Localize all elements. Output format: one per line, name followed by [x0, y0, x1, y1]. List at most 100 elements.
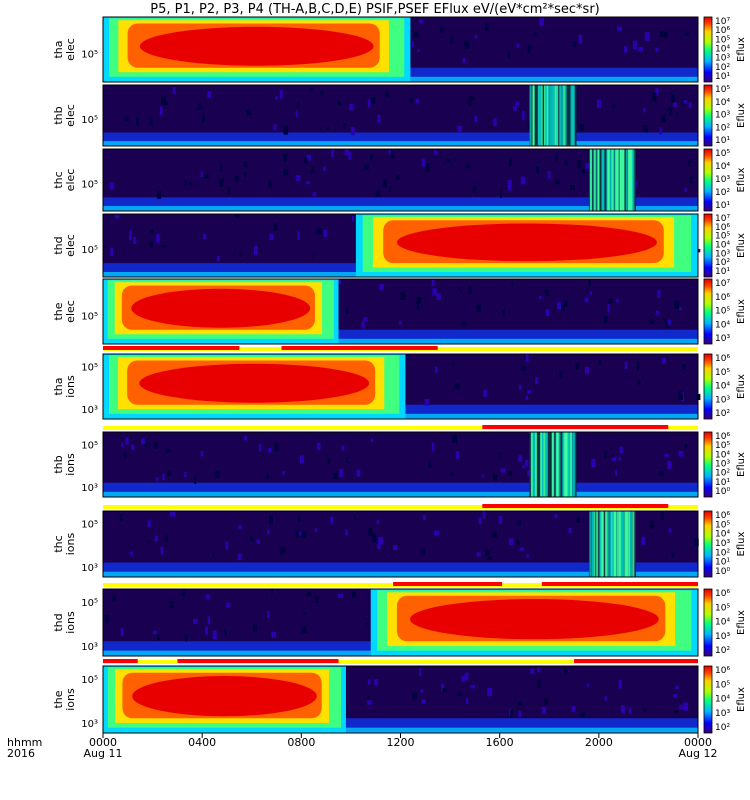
burst-stripe — [548, 85, 551, 146]
noise-cell — [465, 163, 471, 168]
time-tick-label: 1600 — [486, 736, 514, 749]
noise-cell — [659, 127, 662, 135]
noise-cell — [661, 358, 667, 364]
noise-cell — [459, 289, 462, 294]
noise-cell — [525, 354, 529, 362]
noise-cell — [523, 355, 526, 361]
noise-cell — [611, 104, 615, 109]
noise-cell — [492, 474, 498, 482]
colorbar-tick: 10¹ — [715, 558, 730, 568]
noise-cell — [467, 100, 471, 107]
panel-frame — [102, 84, 699, 147]
noise-cell — [156, 233, 160, 243]
noise-cell — [282, 546, 286, 553]
noise-cell — [314, 527, 318, 532]
noise-cell — [323, 229, 327, 238]
noise-cell — [205, 626, 209, 635]
colorbar-tick: 10² — [715, 188, 730, 198]
noise-cell — [673, 102, 677, 108]
noise-cell — [378, 537, 383, 545]
noise-cell — [636, 361, 640, 371]
noise-cell — [226, 186, 230, 195]
burst-stripe — [610, 511, 613, 577]
noise-cell — [275, 96, 278, 100]
mode-bar — [103, 504, 698, 509]
noise-cell — [105, 615, 109, 624]
colorbar — [703, 16, 713, 83]
noise-cell — [431, 442, 435, 452]
time-tick-label: 1200 — [387, 736, 415, 749]
noise-cell — [367, 99, 371, 108]
burst-stripe — [556, 432, 559, 497]
noise-cell — [379, 284, 384, 291]
noise-cell — [225, 541, 229, 550]
noise-cell — [224, 629, 227, 636]
hot-plasma-region — [103, 17, 411, 82]
noise-cell — [393, 545, 398, 551]
noise-cell — [160, 546, 164, 555]
burst-stripe — [529, 85, 532, 146]
panel-ytick: 10⁵ — [81, 245, 98, 256]
noise-cell — [623, 46, 628, 53]
noise-cell — [684, 187, 687, 193]
hot-core — [396, 223, 657, 262]
noise-burst — [588, 511, 637, 577]
noise-cell — [344, 149, 349, 156]
noise-cell — [570, 185, 576, 191]
noise-cell — [385, 91, 390, 98]
panel-species-label: elec — [64, 234, 77, 257]
colorbar — [703, 213, 713, 278]
colorbar-label: Eflux — [736, 531, 747, 556]
noise-cell — [461, 322, 467, 327]
hot-core — [132, 676, 317, 717]
noise-cell — [584, 366, 589, 374]
mode-bar-red — [281, 346, 438, 350]
colorbar-tick: 10³ — [715, 111, 730, 121]
noise-cell — [239, 252, 243, 258]
noise-cell — [425, 163, 430, 172]
panel-species-label: ions — [64, 375, 77, 398]
noise-cell — [157, 190, 161, 199]
burst-stripe — [539, 85, 542, 146]
noise-cell — [644, 32, 650, 41]
noise-cell — [364, 163, 369, 170]
noise-cell — [316, 227, 322, 235]
noise-cell — [323, 166, 326, 172]
noise-cell — [655, 47, 659, 52]
burst-stripe — [589, 511, 592, 577]
noise-cell — [252, 624, 258, 632]
panel-ytick: 10⁵ — [81, 179, 98, 190]
noise-cell — [129, 551, 134, 555]
colorbar-tick: 10⁴ — [715, 530, 730, 540]
date-label-start: Aug 11 — [84, 747, 123, 760]
mode-bar-yellow — [103, 505, 698, 509]
panel-ytick: 10³ — [81, 405, 98, 416]
noise-cell — [283, 153, 288, 162]
burst-stripe — [593, 149, 596, 211]
colorbar-tick: 10³ — [715, 54, 730, 64]
colorbar-tick: 10⁰ — [715, 487, 730, 497]
panel-frame — [102, 353, 699, 420]
noise-cell — [274, 442, 279, 452]
noise-cell — [153, 442, 158, 449]
burst-stripe — [611, 511, 614, 577]
panel-probe-label: tha — [52, 40, 65, 58]
noise-cell — [147, 520, 151, 528]
time-tick-label: 0800 — [287, 736, 315, 749]
noise-cell — [658, 471, 664, 477]
noise-cell — [152, 630, 157, 635]
panel-species-label: elec — [64, 104, 77, 127]
noise-cell — [518, 455, 523, 462]
noise-cell — [537, 679, 541, 688]
mode-bar-yellow — [103, 660, 698, 664]
colorbar-tick: 10⁶ — [715, 511, 730, 521]
panel-ytick: 10³ — [81, 483, 98, 494]
noise-cell — [638, 47, 643, 52]
colorbar-label: Eflux — [736, 452, 747, 477]
noise-cell — [643, 708, 646, 712]
colorbar-tick: 10³ — [715, 395, 730, 405]
burst-stripe — [532, 432, 535, 497]
noise-cell — [202, 233, 207, 240]
noise-cell — [416, 301, 420, 310]
